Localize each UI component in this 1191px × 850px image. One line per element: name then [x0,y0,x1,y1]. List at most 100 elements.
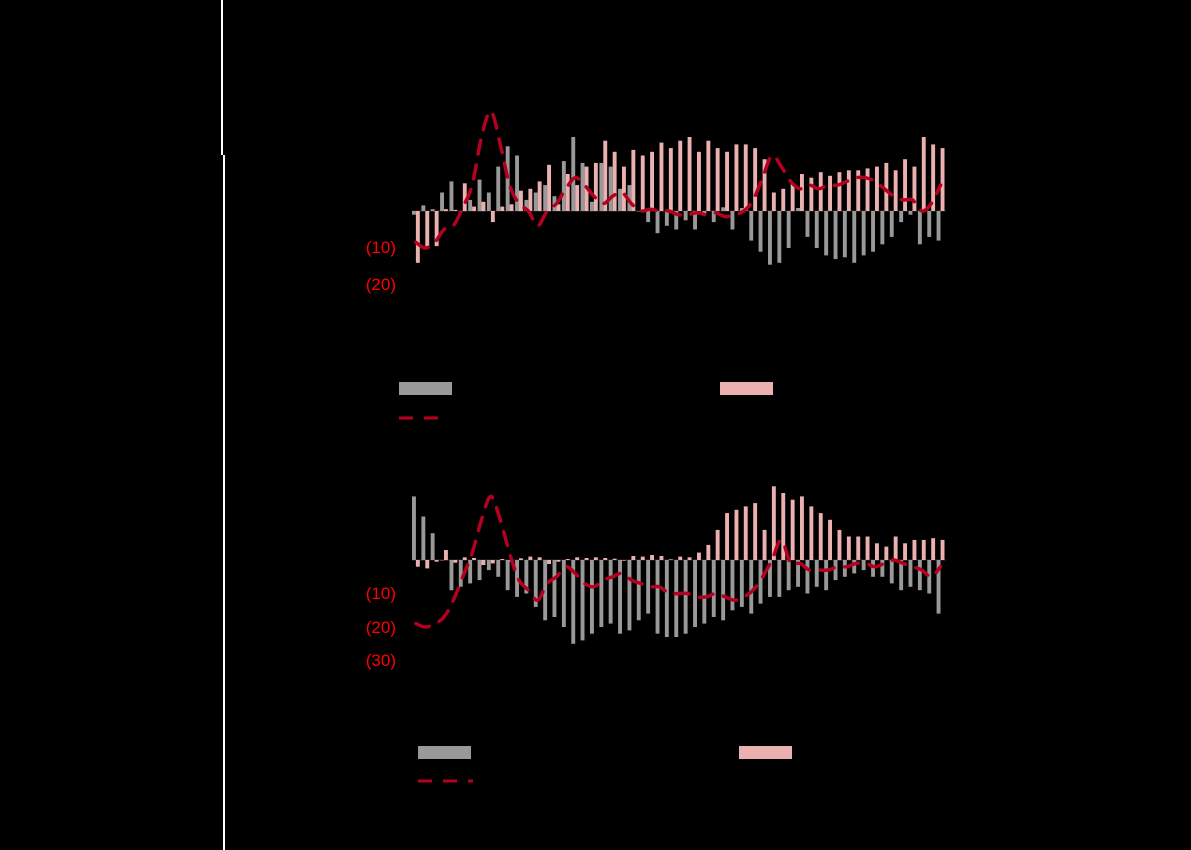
bottom-chart-pink-bar [781,493,786,560]
bottom-chart-pink-bar [640,556,645,560]
bottom-chart-grey-bar [552,560,557,617]
top-chart-pink-bar [800,174,804,211]
bottom-chart-grey-bar [824,560,829,591]
bottom-chart-pink-bar [931,538,936,560]
top-chart-grey-bar [524,199,529,211]
bottom-chart-grey-bar [936,560,941,614]
bottom-chart-pink-bar [790,499,795,560]
top-chart-pink-bar [856,170,861,211]
top-chart-grey-bar [515,155,519,211]
bottom-chart-pink-bar [425,560,430,569]
top-chart-grey-bar [599,162,604,211]
top-chart-pink-bar [921,137,926,211]
top-chart-grey-bar [683,211,688,221]
top-chart-pink-bar [453,209,458,211]
top-chart-pink-bar [893,170,898,211]
top-chart-grey-bar [571,137,576,211]
bottom-chart-grey-bar [768,560,772,597]
bottom-chart-grey-bar [440,560,444,561]
bottom-chart-grey-bar [430,533,435,560]
bottom-chart-pink-bar [734,509,739,561]
top-chart-pink-bar [612,151,617,211]
top-chart-pink-bar [697,151,701,211]
bottom-chart-grey-bar [693,560,697,627]
top-chart-ytick-neg10: (10) [365,238,396,257]
bottom-chart-grey-bar [899,560,904,591]
bottom-chart-grey-bar [421,516,426,561]
bottom-chart-grey-bar [449,560,454,591]
bottom-chart-grey-bar [505,560,510,591]
top-chart-pink-bar [481,201,486,212]
bottom-chart-pink-bar [612,558,617,560]
top-chart-grey-bar [814,211,819,248]
top-chart-pink-bar [734,144,739,211]
top-chart-pink-bar [903,159,907,211]
bottom-chart-pink-bar [818,513,823,560]
bottom-chart-ytick-neg10: (10) [365,584,396,603]
top-chart-grey-bar [852,211,857,263]
bottom-chart-grey-bar [627,560,632,631]
top-legend-dashed-line-icon [399,416,440,420]
bottom-chart-pink-bar [697,552,701,560]
bottom-chart-grey-bar [524,560,529,594]
bottom-chart-pink-bar [837,529,842,561]
top-chart-grey-bar [889,211,894,237]
bottom-chart-pink-bar [884,546,889,560]
top-chart-pink-bar [415,211,420,263]
top-chart-pink-bar [753,148,758,211]
top-chart-pink-bar [622,166,626,211]
top-chart-grey-bar [917,211,922,245]
bottom-chart-pink-bar [434,560,439,562]
top-chart-pink-bar [846,170,851,211]
top-chart-grey-bar [805,211,810,237]
top-chart-grey-bar [533,192,538,211]
bottom-legend-grey-swatch [418,746,471,759]
bottom-chart-grey-bar [852,560,857,574]
bottom-chart-grey-bar [571,560,576,644]
top-chart-grey-bar [477,179,482,212]
bottom-chart-pink-bar [537,557,542,560]
top-chart-pink-bar [556,204,561,211]
top-chart-grey-bar [824,211,829,256]
bottom-chart-grey-bar [618,560,622,634]
bottom-chart-grey-bar [917,560,922,591]
top-chart-pink-bar [809,177,814,211]
bottom-chart-grey-bar [702,560,707,624]
top-legend-grey-swatch [399,382,452,395]
top-chart-grey-bar [786,211,791,248]
bottom-chart-pink-bar [828,519,832,560]
top-chart-grey-bar [412,211,416,215]
bottom-chart-pink-bar [481,560,486,565]
bottom-chart-pink-bar [893,536,898,560]
top-chart-pink-bar [687,137,692,211]
divider-line-top [221,0,223,155]
bottom-chart-grey-bar [749,560,754,614]
bottom-chart-grey-bar [721,560,726,621]
top-chart-pink-bar [444,209,448,212]
top-chart-pink-bar [659,142,664,212]
top-chart-pink-bar [743,144,748,211]
bottom-chart-grey-bar [412,496,416,560]
bottom-chart-grey-bar [786,560,791,591]
top-chart-pink-bar [519,190,523,212]
top-chart-grey-bar [421,205,426,211]
bottom-chart-pink-bar [472,558,476,560]
bottom-chart-pink-bar [903,543,907,561]
bottom-chart-pink-bar [706,544,711,560]
bottom-chart-pink-bar [547,560,551,564]
top-chart-grey-bar [796,208,800,211]
bottom-chart-pink-bar [650,555,654,560]
bottom-chart-pink-bar [622,560,626,561]
top-chart-grey-bar [496,166,501,211]
top-chart-pink-bar [865,168,870,211]
bottom-chart-pink-bar [846,536,851,560]
bottom-chart-grey-bar [683,560,688,634]
top-chart-pink-bar [884,162,889,211]
top-chart-grey-bar [927,211,932,237]
top-chart-grey-bar [833,211,838,260]
top-chart-grey-bar [758,211,763,252]
top-chart-pink-bar [631,149,636,211]
bottom-chart-dashed-line [414,494,943,629]
top-chart-grey-bar [543,185,548,211]
